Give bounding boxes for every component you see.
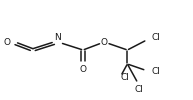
Text: O: O — [4, 38, 11, 46]
Text: N: N — [55, 32, 61, 42]
Text: O: O — [80, 64, 86, 74]
Text: Cl: Cl — [135, 86, 143, 94]
Text: O: O — [101, 38, 108, 46]
Text: Cl: Cl — [121, 74, 130, 82]
Text: Cl: Cl — [152, 68, 160, 76]
Text: Cl: Cl — [152, 34, 160, 42]
